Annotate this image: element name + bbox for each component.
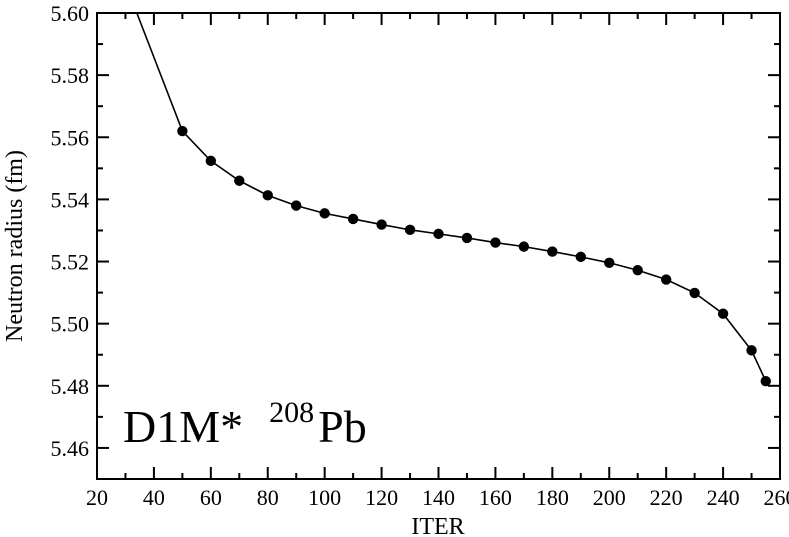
x-tick-label: 60: [200, 485, 222, 510]
data-point: [490, 237, 501, 248]
data-point: [717, 308, 729, 319]
x-tick-label: 20: [86, 485, 108, 510]
data-point: [575, 251, 586, 263]
data-point: [319, 208, 330, 219]
data-point: [461, 232, 473, 244]
y-tick-label: 5.54: [51, 187, 90, 212]
x-tick-label: 160: [479, 485, 512, 510]
x-tick-label: 180: [536, 485, 569, 510]
x-tick-label: 120: [365, 485, 398, 510]
annotation: D1M* 208 Pb: [123, 396, 367, 452]
series-line: [136, 12, 184, 132]
x-tick-label: 100: [308, 485, 341, 510]
y-tick-label: 5.58: [51, 63, 90, 88]
data-point: [291, 200, 302, 211]
data-point: [205, 155, 217, 167]
data-point: [347, 213, 359, 225]
x-axis-title: ITER: [411, 514, 464, 537]
data-point: [234, 175, 245, 186]
data-point: [404, 224, 416, 236]
x-tick-label: 260: [764, 485, 789, 510]
data-point: [433, 228, 444, 240]
data-point: [547, 246, 558, 257]
y-tick-label: 5.50: [51, 312, 90, 337]
data-point: [746, 345, 757, 356]
data-point: [262, 190, 273, 201]
data-point: [632, 265, 643, 276]
data-point: [689, 287, 700, 299]
series-line: [181, 130, 767, 382]
x-tick-label: 80: [257, 485, 279, 510]
annotation-label: D1M*: [123, 401, 243, 452]
data-point: [376, 219, 387, 230]
annotation-element: Pb: [318, 401, 367, 452]
data-point: [518, 241, 530, 252]
y-axis-title: Neutron radius (fm): [2, 150, 28, 342]
data-point: [604, 257, 615, 268]
x-tick-label: 220: [650, 485, 683, 510]
x-tick-label: 40: [143, 485, 165, 510]
y-tick-label: 5.52: [51, 250, 90, 275]
y-tick-label: 5.60: [51, 1, 90, 26]
y-tick-label: 5.56: [51, 125, 90, 150]
y-tick-label: 5.46: [51, 436, 90, 461]
data-point: [760, 375, 771, 387]
labels-layer: 20 40 60 80 100 120 140 160 180 200 220 240 260 5.46 5…: [51, 1, 789, 510]
x-tick-label: 140: [422, 485, 455, 510]
data-point: [660, 274, 672, 285]
x-tick-label: 200: [593, 485, 626, 510]
data-point: [177, 125, 188, 137]
plot-frame: [96, 12, 781, 480]
series-layer: [136, 12, 771, 387]
annotation-mass-number: 208: [269, 396, 314, 429]
x-tick-label: 240: [707, 485, 740, 510]
y-tick-label: 5.48: [51, 374, 90, 399]
